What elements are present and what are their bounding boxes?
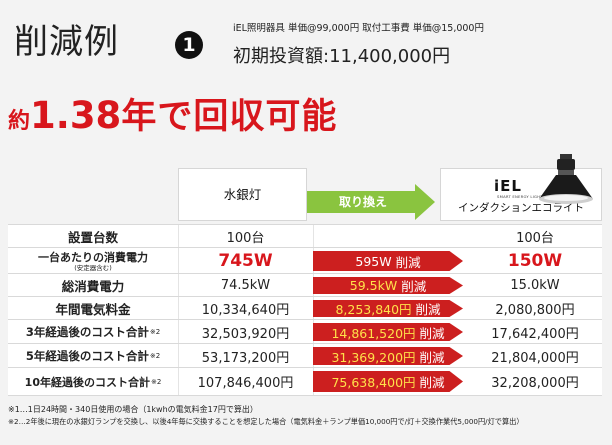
new-column-label: インダクションエコライト	[458, 202, 584, 214]
new-value: 21,804,000円	[491, 350, 579, 366]
row-label: 年間電気料金	[8, 297, 179, 320]
row-label-mark: ※2	[149, 328, 161, 336]
reduction-arrow: 14,861,520円 削減	[313, 323, 463, 341]
old-value: 745W	[178, 248, 314, 274]
old-column-header: 水銀灯	[178, 168, 307, 221]
row-label-note: (安定器含む)	[74, 263, 112, 272]
reduction-value: 14,861,520円	[331, 325, 416, 341]
table-row: 総消費電力 74.5kW 59.5kW 削減 15.0kW	[8, 273, 602, 297]
old-value: 74.5kW	[178, 274, 314, 297]
headline-value: 1.38	[30, 94, 122, 137]
row-label-text: 3年経過後のコスト合計	[25, 325, 149, 339]
new-value: 15.0kW	[510, 278, 560, 293]
reduction-arrow: 595W 削減	[313, 251, 463, 271]
row-label-mark: ※2	[150, 377, 162, 386]
table-row: 設置台数 100台 100台	[8, 224, 602, 248]
old-value: 100台	[178, 225, 314, 248]
initial-investment: 初期投資額:11,400,000円	[233, 46, 451, 67]
reduction-value: 59.5kW	[349, 278, 398, 293]
row-label: 5年経過後のコスト合計 ※2	[8, 344, 179, 368]
table-row: 年間電気料金 10,334,640円 8,253,840円 削減 2,080,8…	[8, 296, 602, 320]
iel-logo-tagline: SMART ENERGY LIGHTING	[497, 194, 551, 199]
table-row: 3年経過後のコスト合計 ※2 32,503,920円 14,861,520円 削減…	[8, 319, 602, 344]
page-title: 削減例	[14, 22, 119, 62]
footnote-1: ※1…1日24時間・340日使用の場合（1kwhの電気料金17円で算出）	[8, 405, 258, 414]
new-value: 150W	[507, 251, 563, 271]
table-row: 10年経過後のコスト合計 ※2 107,846,400円 75,638,400円 …	[8, 367, 602, 396]
table-row: 5年経過後のコスト合計 ※2 53,173,200円 31,369,200円 削減…	[8, 343, 602, 368]
reduction-word: 削減	[401, 279, 427, 294]
headline-prefix: 約	[8, 109, 31, 134]
reduction-value: 595W	[355, 253, 392, 269]
reduction-arrow: 8,253,840円 削減	[313, 300, 463, 317]
row-label: 3年経過後のコスト合計 ※2	[8, 320, 179, 344]
row-label: 総消費電力	[8, 274, 179, 297]
old-column-label: 水銀灯	[223, 187, 262, 202]
row-label: 設置台数	[8, 225, 179, 248]
swap-arrow-head	[415, 184, 435, 220]
row-label-mark: ※2	[149, 352, 161, 360]
table-row: 一台あたりの消費電力 (安定器含む) 745W 595W 削減 150W	[8, 247, 602, 274]
price-note: iEL照明器具 単価@99,000円 取付工事費 単価@15,000円	[233, 23, 484, 34]
swap-arrow	[307, 191, 415, 213]
row-label: 一台あたりの消費電力 (安定器含む)	[8, 248, 179, 274]
reduction-arrow: 31,369,200円 削減	[313, 347, 463, 365]
row-label-text: 一台あたりの消費電力	[38, 250, 148, 264]
old-value: 53,173,200円	[178, 344, 314, 368]
payback-headline: 約1.38年で回収可能	[8, 92, 337, 147]
new-value: 2,080,800円	[495, 303, 575, 318]
reduction-word: 削減	[395, 254, 421, 270]
row-label-text: 10年経過後のコスト合計	[24, 375, 150, 389]
footnote-2: ※2…2年後に現在の水銀灯ランプを交換し、以後4年毎に交換することを想定した場合…	[8, 417, 524, 426]
reduction-value: 31,369,200円	[331, 349, 416, 365]
old-value: 32,503,920円	[178, 320, 314, 344]
reduction-arrow: 75,638,400円 削減	[313, 371, 463, 392]
reduction-word: 削減	[419, 349, 445, 365]
reduction-value: 8,253,840円	[335, 302, 412, 317]
row-label: 10年経過後のコスト合計 ※2	[8, 368, 179, 395]
example-number-badge: 1	[175, 31, 203, 59]
reduction-word: 削減	[415, 302, 441, 317]
iel-logo: iEL	[494, 177, 522, 195]
reduction-arrow: 59.5kW 削減	[313, 277, 463, 294]
old-value: 10,334,640円	[178, 297, 314, 320]
old-value: 107,846,400円	[178, 368, 314, 395]
new-value: 100台	[516, 231, 554, 246]
reduction-word: 削減	[419, 375, 445, 390]
row-label-text: 5年経過後のコスト合計	[25, 349, 149, 363]
reduction-value: 75,638,400円	[331, 375, 416, 390]
reduction-word: 削減	[419, 325, 445, 341]
new-value: 32,208,000円	[491, 376, 579, 391]
lamp-icon	[539, 154, 593, 204]
swap-label: 取り換え	[338, 195, 387, 209]
headline-suffix: 年で回収可能	[121, 97, 338, 137]
new-value: 17,642,400円	[491, 326, 579, 342]
